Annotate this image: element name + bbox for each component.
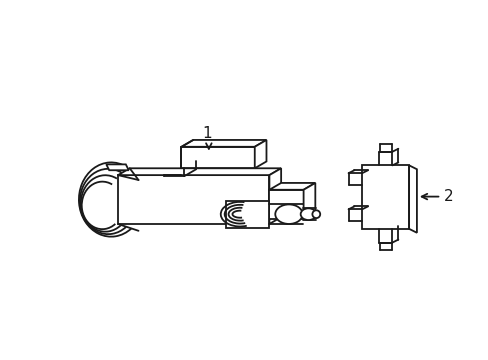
Polygon shape bbox=[226, 201, 269, 228]
Polygon shape bbox=[408, 165, 416, 233]
Ellipse shape bbox=[300, 208, 316, 220]
Polygon shape bbox=[303, 183, 315, 219]
Polygon shape bbox=[269, 190, 303, 219]
Text: 1: 1 bbox=[202, 126, 211, 141]
Ellipse shape bbox=[312, 210, 320, 218]
Polygon shape bbox=[254, 140, 266, 168]
Polygon shape bbox=[181, 140, 266, 147]
Polygon shape bbox=[362, 165, 408, 229]
Text: 2: 2 bbox=[444, 189, 453, 204]
Polygon shape bbox=[118, 168, 281, 175]
Polygon shape bbox=[106, 165, 128, 170]
Polygon shape bbox=[118, 175, 269, 224]
Polygon shape bbox=[269, 168, 281, 224]
Polygon shape bbox=[269, 183, 315, 190]
Ellipse shape bbox=[275, 204, 302, 224]
Polygon shape bbox=[181, 147, 254, 168]
